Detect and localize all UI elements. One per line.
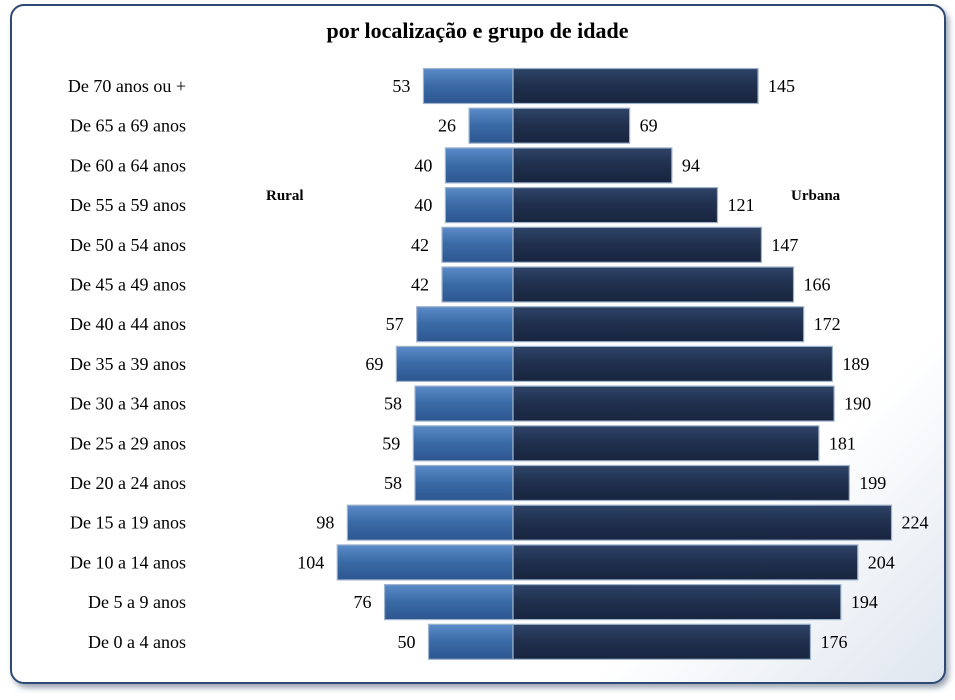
data-label-urbana: 190 [844,394,871,414]
category-label: De 25 a 29 anos [70,433,186,453]
data-label-urbana: 172 [814,314,841,334]
data-label-urbana: 94 [682,155,700,175]
chart-title: por localização e grupo de idade [326,18,629,43]
data-label-rural: 40 [414,155,432,175]
data-label-rural: 98 [316,513,334,533]
category-label: De 5 a 9 anos [88,592,186,612]
category-label: De 70 anos ou + [68,76,186,96]
data-label-rural: 57 [386,314,404,334]
bar-urbana [512,623,812,660]
data-label-urbana: 145 [768,76,795,96]
data-label-urbana: 194 [851,592,878,612]
data-label-urbana: 204 [868,552,895,572]
data-label-urbana: 166 [804,275,831,295]
bar-urbana [512,107,631,144]
bar-rural [346,504,514,541]
bar-rural [416,306,514,343]
bar-urbana [512,464,850,502]
bar-urbana [512,226,763,263]
category-label: De 40 a 44 anos [70,314,186,334]
bar-rural [441,266,514,303]
data-label-rural: 50 [398,632,416,652]
data-label-rural: 58 [384,473,402,493]
bar-urbana [512,583,842,621]
data-label-rural: 59 [382,433,400,453]
bar-rural [422,67,514,105]
category-label: De 60 a 64 anos [70,155,186,175]
bar-urbana [512,306,805,343]
data-label-urbana: 224 [902,513,929,533]
data-label-rural: 69 [365,354,383,374]
data-label-urbana: 69 [640,116,658,136]
data-label-rural: 58 [384,394,402,414]
category-label: De 15 a 19 anos [70,513,186,533]
series-label-rural: Rural [266,188,304,204]
category-label: De 35 a 39 anos [70,354,186,374]
bar-rural [468,107,514,144]
bar-urbana [512,266,795,303]
data-label-rural: 76 [354,592,372,612]
data-label-rural: 42 [411,275,429,295]
bar-rural [441,226,514,263]
data-label-urbana: 121 [727,195,754,215]
category-label: De 55 a 59 anos [70,195,186,215]
data-label-rural: 26 [438,116,456,136]
bar-rural [383,583,514,621]
bar-urbana [512,544,859,581]
data-label-urbana: 176 [820,632,847,652]
data-label-urbana: 199 [859,473,886,493]
data-label-rural: 104 [297,552,324,572]
data-label-rural: 40 [414,195,432,215]
bar-rural [414,464,514,502]
category-label: De 30 a 34 anos [70,394,186,414]
data-label-rural: 42 [411,235,429,255]
bar-rural [336,544,514,581]
bar-urbana [512,425,820,462]
category-label: De 65 a 69 anos [70,116,186,136]
data-label-rural: 53 [392,76,410,96]
data-label-urbana: 181 [829,433,856,453]
bar-urbana [512,504,893,541]
category-label: De 0 a 4 anos [88,632,186,652]
bar-rural [427,623,514,660]
bar-urbana [512,345,834,382]
bar-rural [414,385,514,422]
bar-rural [444,147,514,184]
category-label: De 50 a 54 anos [70,235,186,255]
series-label-urbana: Urbana [791,188,841,204]
category-label: De 10 a 14 anos [70,552,186,572]
bar-rural [395,345,514,382]
bar-rural [412,425,514,462]
data-label-urbana: 189 [842,354,869,374]
bar-urbana [512,147,673,184]
category-label: De 20 a 24 anos [70,473,186,493]
bar-urbana [512,67,759,105]
bar-urbana [512,187,719,224]
bar-rural [444,187,514,224]
category-label: De 45 a 49 anos [70,275,186,295]
data-label-urbana: 147 [771,235,798,255]
bar-urbana [512,385,835,422]
